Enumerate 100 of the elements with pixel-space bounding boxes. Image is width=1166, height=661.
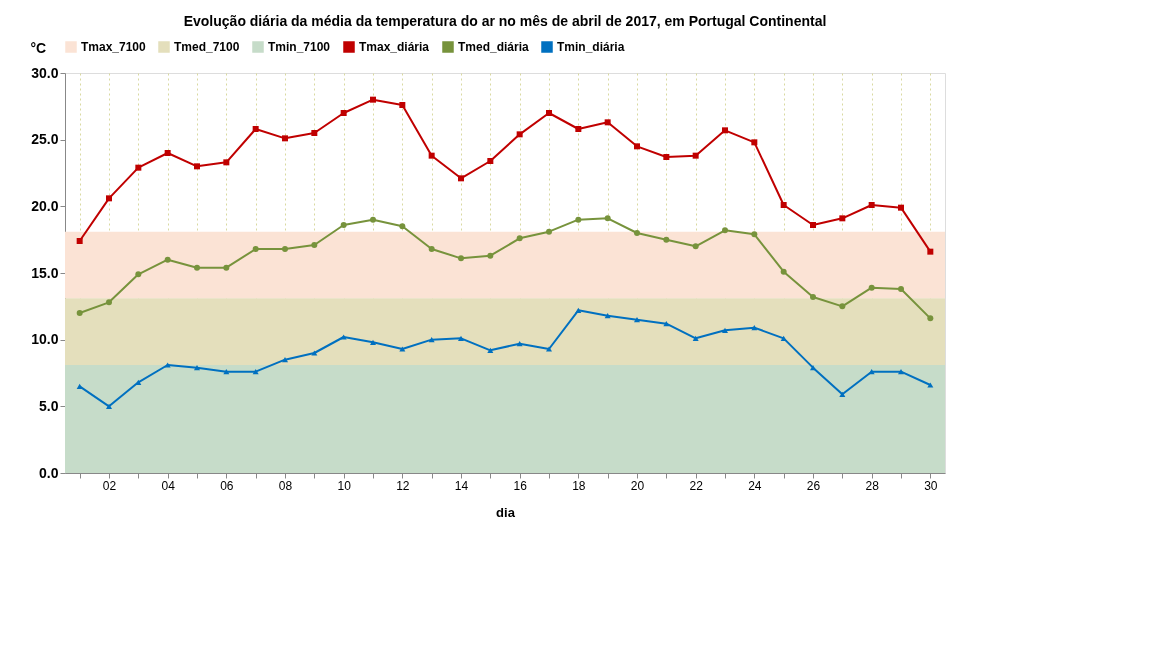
point — [135, 271, 142, 278]
x-tick-label: 26 — [806, 478, 821, 493]
point — [839, 215, 846, 222]
point — [340, 222, 347, 228]
x-tick-label: 02 — [102, 478, 117, 493]
point — [487, 252, 494, 259]
y-tick-label: 20.0 — [31, 197, 59, 214]
x-tick-label: 12 — [396, 478, 410, 493]
x-tick-label: 28 — [865, 478, 880, 493]
point — [340, 110, 347, 116]
point — [487, 158, 494, 164]
point — [722, 227, 728, 234]
point — [898, 286, 904, 292]
point — [399, 102, 406, 108]
x-tick-label: 08 — [278, 478, 293, 493]
point — [575, 216, 582, 223]
point — [692, 152, 699, 159]
y-axis-title: °C — [30, 39, 47, 56]
chart-title: Evolução diária da média da temperatura do ar no mês de abril de 2017, em Portugal Continental — [183, 13, 827, 29]
point — [751, 139, 758, 146]
point — [223, 159, 230, 166]
x-tick-label: 04 — [161, 478, 176, 493]
point — [868, 284, 875, 291]
point — [663, 321, 670, 327]
point — [546, 228, 552, 235]
x-tick-label: 18 — [572, 478, 586, 493]
point — [722, 127, 728, 134]
point — [780, 268, 787, 275]
point — [223, 264, 230, 271]
y-tick-label: 0.0 — [39, 464, 59, 481]
point — [458, 175, 464, 182]
point — [810, 222, 816, 228]
point — [868, 202, 875, 208]
point — [810, 294, 816, 300]
point — [751, 231, 758, 238]
point — [927, 382, 934, 388]
point — [135, 164, 142, 171]
point — [370, 96, 376, 103]
point — [692, 243, 699, 250]
point — [458, 255, 464, 262]
point — [194, 163, 200, 170]
point — [839, 391, 846, 397]
x-tick-label: 16 — [513, 478, 528, 493]
point — [223, 369, 230, 375]
point — [751, 325, 758, 331]
point — [370, 216, 376, 223]
point — [164, 362, 171, 368]
point — [370, 339, 376, 345]
point — [311, 242, 318, 248]
point — [428, 246, 435, 252]
point — [282, 246, 288, 252]
point — [692, 335, 699, 341]
point — [106, 195, 112, 202]
y-tick-label: 10.0 — [31, 331, 59, 348]
point — [663, 236, 670, 243]
x-axis-title: dia — [496, 504, 516, 520]
x-tick-label: 10 — [337, 478, 352, 493]
point — [311, 350, 318, 356]
point — [546, 346, 552, 352]
x-tick-label: 24 — [748, 478, 762, 493]
point — [282, 135, 288, 142]
point — [839, 303, 846, 310]
point — [604, 215, 611, 222]
legend-label: Tmin_7100 — [268, 40, 331, 54]
point — [516, 235, 523, 242]
point — [575, 126, 582, 132]
x-tick-label: 06 — [220, 478, 234, 493]
point — [428, 152, 435, 159]
point — [927, 315, 934, 322]
point — [663, 154, 670, 160]
legend-label: Tmax_diária — [359, 40, 430, 54]
point — [164, 150, 171, 156]
point — [722, 327, 728, 333]
point — [780, 202, 787, 208]
point — [135, 379, 142, 385]
y-tick-label: 15.0 — [31, 264, 59, 281]
x-tick-label: 22 — [689, 478, 704, 493]
x-tick-label: 30 — [924, 478, 938, 493]
point — [634, 143, 640, 150]
point — [106, 403, 112, 409]
point — [340, 334, 347, 340]
x-tick-label: 14 — [454, 478, 469, 493]
point — [604, 119, 611, 126]
legend-label: Tmed_diária — [458, 40, 530, 54]
point — [898, 204, 904, 211]
point — [252, 246, 259, 252]
point — [106, 299, 112, 306]
point — [546, 110, 552, 116]
x-tick-label: 20 — [630, 478, 645, 493]
point — [458, 335, 464, 341]
point — [194, 264, 200, 271]
point — [399, 223, 406, 230]
point — [164, 256, 171, 263]
point — [575, 307, 582, 313]
y-tick-label: 5.0 — [39, 397, 59, 414]
point — [252, 126, 259, 132]
y-tick-label: 25.0 — [31, 131, 59, 148]
point — [487, 347, 494, 353]
point — [780, 335, 787, 341]
legend-label: Tmin_diária — [557, 40, 625, 54]
